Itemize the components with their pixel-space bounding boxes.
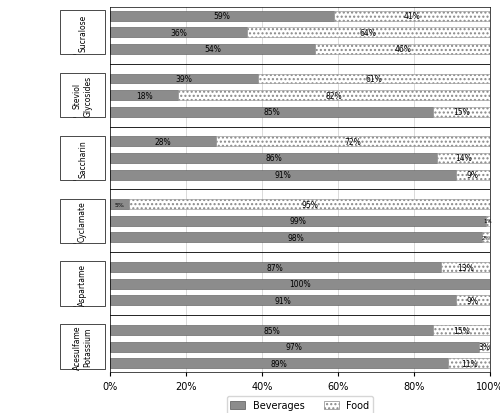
Text: 99%: 99% [290,217,306,226]
Text: 89%: 89% [270,359,287,368]
Text: Acesulfame
Potassium: Acesulfame Potassium [73,325,92,369]
Text: 91%: 91% [274,296,291,305]
Bar [110,12,334,21]
Bar [456,296,490,306]
Text: 15%: 15% [453,326,470,335]
Text: 100%: 100% [289,280,311,289]
Bar [486,216,490,226]
Bar [110,263,440,273]
Text: 11%: 11% [461,359,477,368]
Bar [110,107,433,117]
Text: 9%: 9% [467,296,479,305]
Bar [433,325,490,335]
Text: 18%: 18% [136,91,152,100]
Text: Sucralose: Sucralose [78,14,87,52]
Bar [60,136,105,181]
Bar [110,74,258,84]
Text: 39%: 39% [176,75,192,84]
Bar [456,170,490,180]
Bar [110,233,482,243]
Bar [110,91,178,101]
Bar [60,325,105,369]
Bar [60,74,105,118]
Bar [247,28,490,38]
Bar [437,154,490,164]
Text: 95%: 95% [301,200,318,209]
Text: 54%: 54% [204,45,221,54]
Bar [129,200,490,210]
Text: Steviol
Glycosides: Steviol Glycosides [73,75,92,116]
Bar [110,216,486,226]
Text: 97%: 97% [286,342,302,351]
Bar [110,358,448,368]
Text: 13%: 13% [457,263,473,272]
Bar [110,296,456,306]
Bar [334,12,490,21]
Text: 3%: 3% [478,342,490,351]
Text: 86%: 86% [265,154,282,163]
Text: 46%: 46% [394,45,411,54]
Text: 64%: 64% [360,28,377,38]
Bar [60,262,105,306]
Bar [110,279,490,289]
Text: 5%: 5% [114,202,124,207]
Bar [448,358,490,368]
Bar [60,11,105,55]
Text: 36%: 36% [170,28,187,38]
Bar [315,45,490,55]
Text: Saccharin: Saccharin [78,140,87,178]
Text: 2%: 2% [482,235,490,240]
Bar [110,28,247,38]
Text: 1%: 1% [484,219,492,224]
Text: 15%: 15% [453,108,470,117]
Legend: Beverages, Food: Beverages, Food [226,396,374,413]
Text: 9%: 9% [467,171,479,180]
Bar [110,45,315,55]
Text: 41%: 41% [404,12,420,21]
Bar [60,199,105,244]
Text: 59%: 59% [214,12,230,21]
Bar [482,233,490,243]
Text: Cyclamate: Cyclamate [78,201,87,242]
Bar [110,137,216,147]
Bar [178,91,490,101]
Text: 14%: 14% [455,154,472,163]
Bar [258,74,490,84]
Text: 85%: 85% [263,326,280,335]
Text: 91%: 91% [274,171,291,180]
Bar [433,107,490,117]
Bar [110,200,129,210]
Text: 87%: 87% [267,263,283,272]
Text: 61%: 61% [366,75,382,84]
Bar [110,170,456,180]
Text: 72%: 72% [345,138,362,147]
Bar [478,342,490,352]
Text: 98%: 98% [288,233,304,242]
Bar [110,342,478,352]
Bar [110,154,437,164]
Bar [440,263,490,273]
Text: 28%: 28% [155,138,172,147]
Text: Aspartame: Aspartame [78,263,87,305]
Bar [110,325,433,335]
Text: 85%: 85% [263,108,280,117]
Bar [216,137,490,147]
Text: 82%: 82% [326,91,342,100]
